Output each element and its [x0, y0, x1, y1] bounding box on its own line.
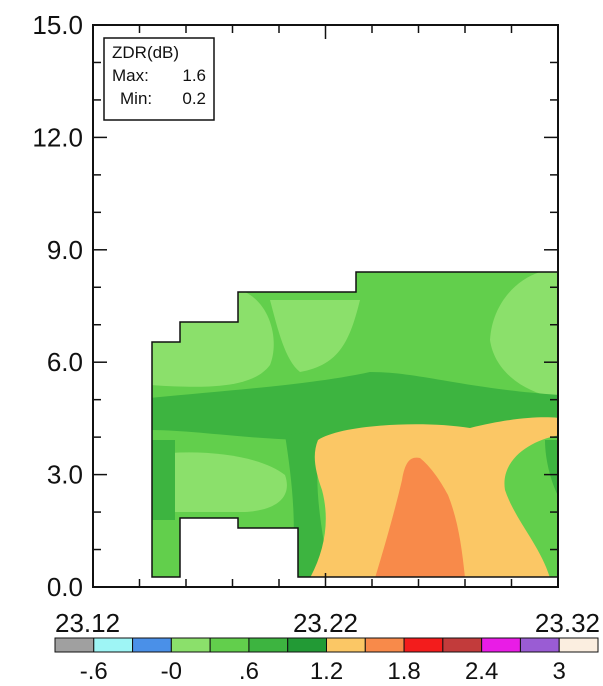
colorbar-swatch	[132, 637, 172, 653]
colorbar-swatch	[519, 637, 560, 653]
colorbar-swatch	[93, 637, 134, 653]
legend-max-label: Max:	[112, 66, 149, 85]
colorbar-swatch	[442, 637, 483, 653]
colorbar-label: 3	[553, 658, 566, 685]
legend-max-value: 1.6	[182, 66, 206, 85]
x-tick-label: 23.32	[535, 608, 600, 638]
colorbar-label: -0	[161, 658, 182, 685]
orange-core-region	[375, 457, 465, 577]
lower-left-dark-edge	[152, 440, 175, 520]
upper-mid-light-region	[270, 300, 360, 372]
colorbar-swatch	[287, 637, 328, 653]
colorbar-label: .6	[239, 658, 259, 685]
legend-box: ZDR(dB) Max: 1.6 Min: 0.2	[103, 37, 215, 121]
y-tick-label: 15.0	[32, 10, 83, 40]
y-tick-label: 6.0	[47, 347, 83, 377]
colorbar-swatch	[170, 637, 211, 653]
upper-right-light-region	[490, 272, 558, 398]
colorbar-swatch	[54, 637, 95, 653]
y-tick-label: 0.0	[47, 572, 83, 602]
colorbar-swatch	[248, 637, 289, 653]
upper-left-light-region	[152, 290, 274, 387]
right-edge-dark-region	[545, 440, 558, 500]
mid-dark-band	[152, 372, 558, 440]
colorbar-swatch	[326, 637, 366, 653]
colorbar-labels: -.6 -0 .6 1.2 1.8 2.4 3	[80, 658, 566, 685]
colorbar-swatch	[364, 637, 405, 653]
y-tick-label: 12.0	[32, 122, 83, 152]
contour-fills	[152, 272, 558, 577]
lower-left-light-region	[152, 452, 287, 512]
x-axis: 23.12 23.22 23.32	[55, 25, 600, 638]
legend-variable: ZDR(dB)	[112, 43, 179, 62]
colorbar-label: 1.8	[387, 658, 420, 685]
x-tick-label: 23.22	[293, 608, 358, 638]
x-tick-label: 23.12	[55, 608, 120, 638]
colorbar-swatch	[481, 637, 521, 653]
colorbar-label: -.6	[80, 658, 108, 685]
colorbar-swatch	[209, 637, 250, 653]
colorbar-swatch	[558, 637, 599, 653]
legend-min-label: Min:	[120, 89, 152, 108]
y-tick-label: 9.0	[47, 235, 83, 265]
legend-min-value: 0.2	[182, 89, 206, 108]
colorbar-label: 2.4	[465, 658, 498, 685]
y-tick-label: 3.0	[47, 460, 83, 490]
colorbar	[54, 637, 599, 653]
y-axis: 0.0 3.0 6.0 9.0 12.0 15.0	[32, 10, 558, 602]
colorbar-swatch	[403, 637, 444, 653]
colorbar-label: 1.2	[310, 658, 343, 685]
